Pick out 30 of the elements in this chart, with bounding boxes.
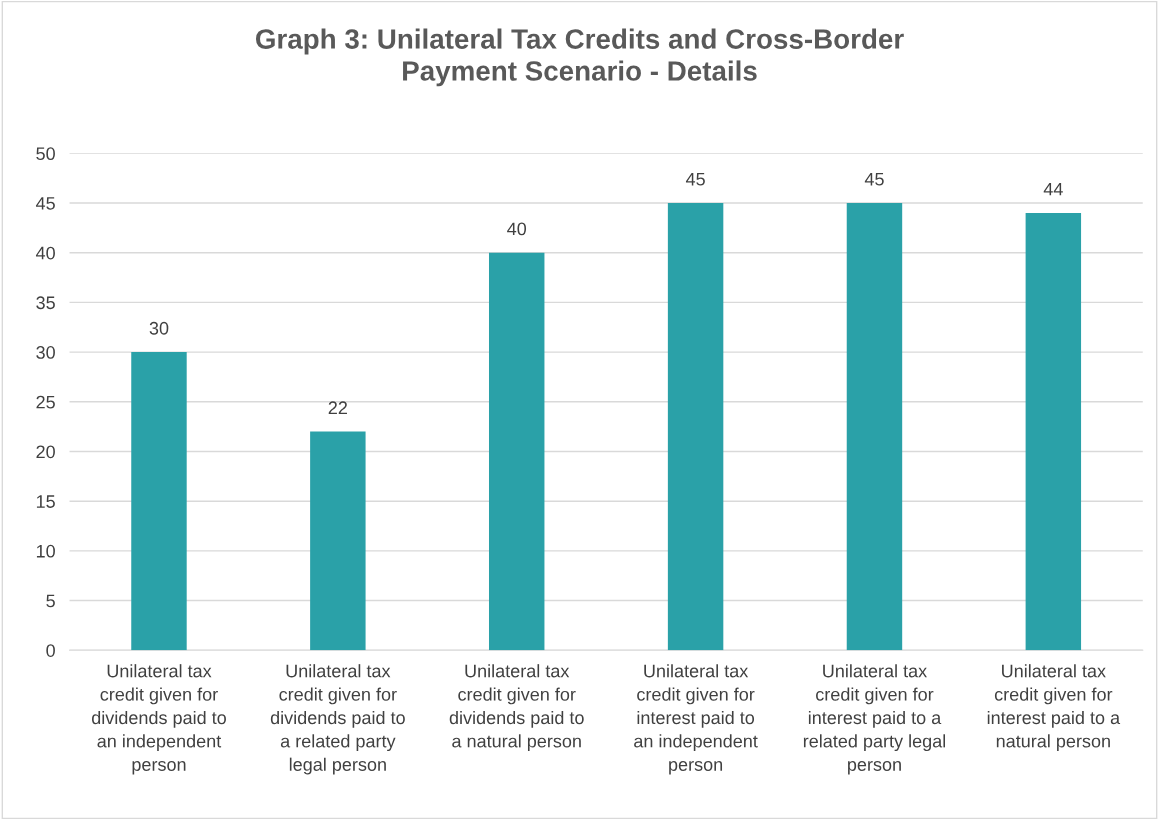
bar [1025, 212, 1082, 651]
y-tick-label: 0 [46, 644, 55, 657]
y-tick-label: 45 [35, 197, 55, 210]
bar [846, 203, 903, 651]
x-tick-label: Unilateral tax credit given for interest paid to a related party legal person [803, 664, 946, 775]
y-tick-label: 40 [35, 246, 55, 260]
bar [489, 252, 545, 651]
bar [131, 352, 187, 651]
data-label: 45 [864, 172, 884, 186]
y-tick-label: 20 [36, 445, 55, 459]
y-tick-label: 5 [46, 594, 55, 608]
data-label: 45 [685, 172, 705, 186]
chart-title: Graph 3: Unilateral Tax Credits and Cross-Border Payment Scenario - Details [255, 28, 904, 87]
data-label: 40 [507, 222, 527, 236]
bar [667, 203, 724, 651]
data-label: 30 [149, 321, 169, 335]
y-tick-label: 30 [36, 346, 55, 359]
y-tick-label: 10 [36, 544, 55, 558]
x-tick-label: Unilateral tax credit given for dividends paid to a related party legal person [270, 664, 405, 775]
data-label: 22 [328, 401, 347, 414]
x-tick-label: Unilateral tax credit given for dividends paid to a natural person [449, 664, 584, 752]
y-tick-label: 35 [36, 296, 55, 310]
y-tick-label: 25 [36, 395, 55, 409]
x-tick-label: Unilateral tax credit given for dividends paid to an independent person [91, 664, 226, 775]
data-label: 44 [1043, 182, 1063, 196]
bar [310, 431, 366, 651]
y-tick-label: 15 [36, 495, 55, 508]
x-tick-label: Unilateral tax credit given for interest paid to an independent person [634, 664, 758, 775]
x-tick-label: Unilateral tax credit given for interest paid to a natural person [987, 664, 1121, 752]
y-tick-label: 50 [36, 147, 55, 161]
